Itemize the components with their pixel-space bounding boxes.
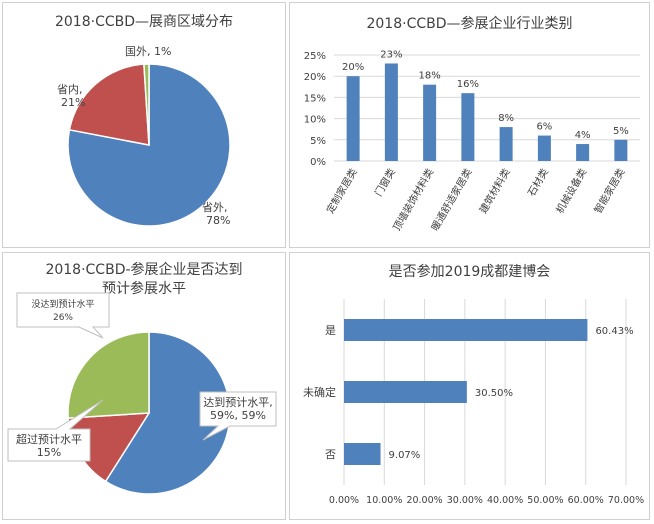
x-tick-label: 门窗类	[372, 166, 398, 198]
x-tick-label: 暖通舒适家居类	[428, 166, 474, 233]
x-tick-label: 10.00%	[366, 495, 402, 506]
bar	[499, 127, 513, 161]
bar-value-label: 20%	[342, 62, 364, 73]
y-tick-label: 是	[325, 324, 336, 337]
level-pie-title-line-1: 2018·CCBD-参展企业是否达到	[45, 262, 243, 278]
industry-bar-panel: 2018·CCBD—参展企业行业类别 0% 5% 10% 15% 20% 25% 20% 定制…	[289, 2, 650, 248]
x-tick-label: 30.00%	[447, 495, 483, 506]
x-tick-label: 机械设备类	[553, 166, 589, 216]
bar	[576, 144, 590, 161]
x-tick-label: 50.00%	[527, 495, 563, 506]
y-tick-label: 20%	[304, 72, 326, 83]
bar-value-label: 9.07%	[389, 450, 421, 461]
y-tick-label: 15%	[304, 93, 326, 104]
slice-label: 省外,	[202, 201, 228, 214]
slice-pct-label: 21%	[61, 96, 85, 109]
attend-bar-title: 是否参加2019成都建博会	[388, 264, 551, 280]
bar-value-label: 18%	[419, 71, 441, 82]
callout-box	[199, 391, 277, 441]
pie-slice	[67, 331, 150, 419]
industry-bar-chart: 0% 5% 10% 15% 20% 25% 20% 定制家居类 23% 门窗类 18% 顶墙装饰材料类…	[304, 49, 640, 233]
slice-label: 国外, 1%	[125, 45, 171, 58]
bar-value-label: 23%	[380, 49, 402, 60]
x-tick-label: 石材类	[525, 166, 551, 198]
attend-bar-chart: 0.00% 10.00% 20.00% 30.00% 40.00% 50.00% 60.00…	[303, 299, 644, 506]
pie-slice	[104, 331, 231, 495]
region-pie-title: 2018·CCBD—展商区域分布	[54, 14, 233, 30]
bar-value-label: 30.50%	[475, 388, 513, 399]
bar	[614, 139, 628, 161]
x-tick-label: 定制家居类	[323, 166, 359, 216]
level-pie-panel: 2018·CCBD-参展企业是否达到 预计参展水平 达到预计水平, 59%, 59…	[2, 252, 286, 520]
bar	[537, 135, 551, 161]
bar	[461, 93, 475, 161]
x-tick-label: 顶墙装饰材料类	[390, 166, 436, 233]
callout-box	[7, 399, 104, 462]
pie-slice	[68, 63, 150, 146]
y-tick-label: 10%	[304, 115, 326, 126]
callout-label: 超过预计水平	[16, 432, 82, 446]
x-tick-label: 建筑材料类	[476, 166, 512, 216]
bar-value-label: 60.43%	[595, 326, 633, 337]
y-tick-label: 否	[325, 448, 336, 461]
region-pie-chart: 国外, 1% 省内,21% 省外,78%	[57, 45, 231, 227]
callout-pct-label: 26%	[53, 313, 73, 323]
y-tick-label: 未确定	[303, 385, 336, 399]
attend-bar-panel: 是否参加2019成都建博会 0.00% 10.00% 20.00% 30.00% 40.…	[289, 252, 650, 520]
bar	[344, 381, 467, 403]
callout-pct-label: 59%, 59%	[210, 409, 266, 422]
x-tick-label: 60.00%	[568, 495, 604, 506]
callout-pct-label: 15%	[37, 446, 61, 459]
bar-value-label: 5%	[613, 126, 629, 137]
x-tick-label: 0.00%	[329, 495, 359, 506]
y-tick-label: 0%	[310, 157, 326, 168]
bar	[346, 76, 360, 161]
y-tick-label: 25%	[304, 51, 326, 62]
callout-label: 没达到预计水平	[31, 298, 94, 310]
bar-value-label: 16%	[457, 79, 479, 90]
y-tick-label: 5%	[310, 136, 326, 147]
x-tick-label: 40.00%	[487, 495, 523, 506]
bar	[423, 84, 437, 161]
callout-box	[16, 292, 110, 339]
bar-value-label: 8%	[498, 113, 514, 124]
bar-value-label: 6%	[536, 122, 552, 133]
bar-value-label: 4%	[575, 130, 591, 141]
x-tick-label: 70.00%	[608, 495, 644, 506]
x-tick-label: 20.00%	[406, 495, 442, 506]
region-pie-panel: 2018·CCBD—展商区域分布 国外, 1% 省内, 21% 省外, 78%	[2, 2, 286, 248]
pie-slice	[143, 63, 150, 146]
industry-bar-title: 2018·CCBD—参展企业行业类别	[366, 16, 573, 32]
level-pie-title-line-2: 预计参展水平	[102, 281, 186, 297]
bar	[344, 443, 381, 465]
callout-label: 达到预计水平,	[203, 396, 273, 409]
bar	[384, 63, 398, 162]
slice-label: 省内,	[57, 82, 83, 96]
bar	[344, 319, 588, 341]
slice-pct-label: 78%	[206, 214, 230, 227]
x-tick-label: 智能家居类	[591, 166, 627, 216]
